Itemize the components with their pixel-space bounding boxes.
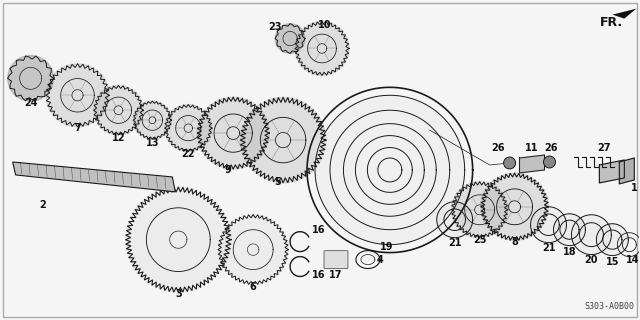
Text: 26: 26 [545, 143, 558, 153]
Text: 21: 21 [448, 238, 461, 248]
Circle shape [531, 207, 566, 243]
Circle shape [596, 224, 628, 256]
Polygon shape [13, 162, 175, 192]
Text: 21: 21 [541, 243, 556, 252]
Polygon shape [620, 158, 634, 184]
FancyBboxPatch shape [324, 251, 348, 268]
Circle shape [504, 157, 516, 169]
Text: 15: 15 [605, 257, 619, 267]
Circle shape [451, 182, 508, 238]
Circle shape [46, 64, 109, 127]
Text: 18: 18 [563, 247, 576, 257]
Circle shape [572, 215, 611, 255]
Text: 11: 11 [525, 143, 538, 153]
Circle shape [240, 97, 326, 183]
Text: 16: 16 [312, 225, 326, 235]
Circle shape [481, 173, 548, 241]
Circle shape [164, 105, 212, 152]
Circle shape [125, 187, 231, 292]
Text: 19: 19 [380, 242, 394, 252]
Text: 22: 22 [182, 149, 195, 159]
Text: 16: 16 [312, 269, 326, 279]
Circle shape [554, 214, 586, 246]
Text: 14: 14 [626, 255, 639, 265]
Circle shape [275, 24, 305, 53]
Text: FR.: FR. [600, 16, 623, 29]
Circle shape [93, 85, 143, 135]
Text: 13: 13 [146, 138, 159, 148]
Circle shape [218, 215, 288, 285]
Text: 1: 1 [630, 183, 637, 193]
Polygon shape [612, 9, 636, 19]
Text: 2: 2 [39, 200, 46, 210]
Circle shape [436, 202, 473, 238]
Text: 20: 20 [585, 255, 598, 265]
Text: 12: 12 [112, 133, 125, 143]
Text: 27: 27 [598, 143, 611, 153]
Circle shape [543, 156, 556, 168]
Text: 25: 25 [473, 235, 486, 245]
Text: 17: 17 [329, 269, 342, 279]
Text: 3: 3 [175, 289, 182, 300]
Text: 6: 6 [250, 283, 257, 292]
Circle shape [315, 95, 465, 244]
Text: 24: 24 [24, 98, 37, 108]
Polygon shape [600, 160, 625, 183]
Text: 23: 23 [269, 21, 282, 32]
Circle shape [133, 101, 172, 139]
Circle shape [197, 97, 269, 169]
Polygon shape [520, 155, 545, 173]
Text: 10: 10 [318, 20, 332, 29]
Text: 8: 8 [511, 237, 518, 247]
Text: 26: 26 [491, 143, 504, 153]
Text: S303-A0B00: S303-A0B00 [584, 302, 634, 311]
Text: 9: 9 [225, 165, 232, 175]
Text: 7: 7 [74, 123, 81, 133]
Circle shape [8, 55, 54, 101]
Text: 4: 4 [376, 255, 383, 265]
Circle shape [295, 21, 349, 76]
Text: 5: 5 [275, 177, 282, 187]
